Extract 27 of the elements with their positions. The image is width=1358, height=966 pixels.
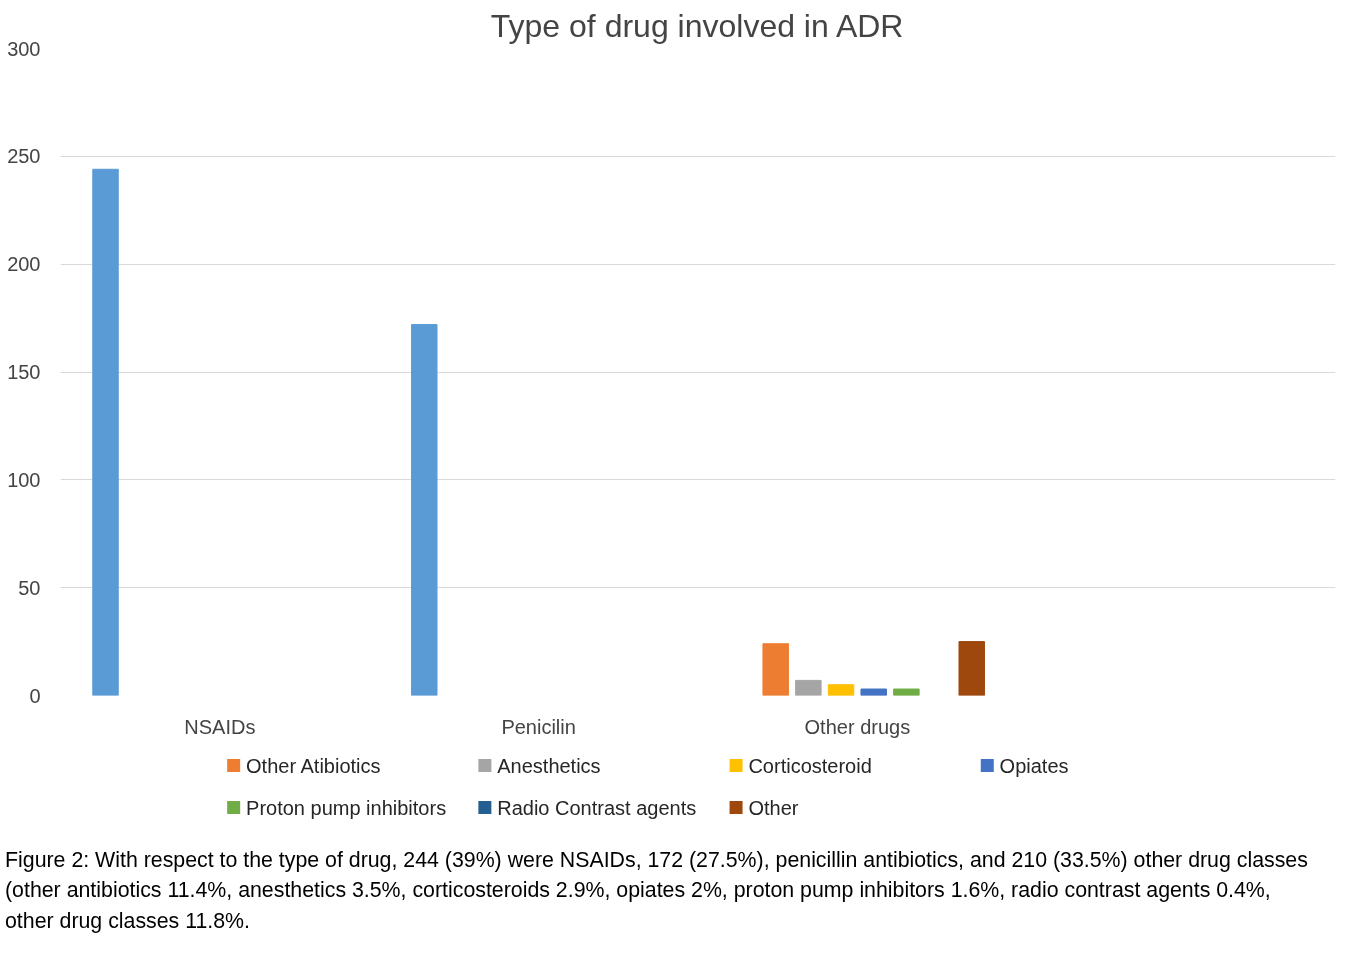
y-tick-label: 200 [7,253,41,276]
bar [827,684,855,696]
legend-label: Other Atibiotics [246,754,381,777]
chart-title: Type of drug involved in ADR [490,7,904,44]
y-tick-label: 100 [7,468,41,491]
bar [762,643,789,696]
legend-label: Other [748,796,799,819]
bar [893,688,920,696]
y-tick-label: 50 [18,576,41,599]
x-tick-label: NSAIDs [184,715,256,738]
bar [411,324,438,696]
y-tick-label: 0 [29,684,41,707]
x-tick-label: Other drugs [804,715,911,738]
legend-label: Proton pump inhibitors [246,796,447,819]
legend-label: Radio Contrast agents [497,796,697,819]
y-tick-label: 300 [7,37,41,60]
bar [958,641,985,696]
bar [795,679,822,696]
legend-label: Opiates [999,754,1069,777]
bar [860,688,887,696]
legend-label: Anesthetics [497,754,601,777]
legend-label: Corticosteroid [748,754,872,777]
bar [92,168,119,696]
y-tick-label: 150 [7,361,41,383]
x-tick-label: Penicilin [501,715,576,738]
caption: Figure 2: With respect to the type of drug, 244 (39%) were NSAIDs, 172 (27.5%), penicillin antibiotics, and 210 (33.5%) other drug classes (other antibiotics 11.4%, anesthetics 3.5%, corticosteroids 2.9%, opiates 2%, proton pump inhibitors 1.6%, radio contrast agents 0.4%, other drug classes 11.8%. [5,847,1309,935]
y-tick-label: 250 [7,145,41,168]
